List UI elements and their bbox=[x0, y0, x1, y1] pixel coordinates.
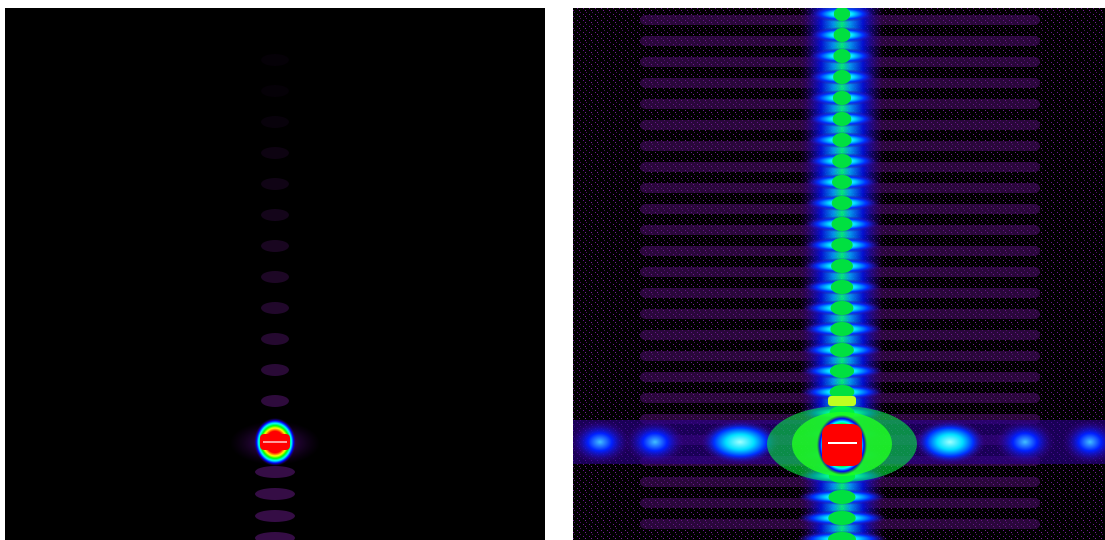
column-core bbox=[830, 343, 854, 357]
column-core bbox=[828, 511, 856, 525]
band-lobe bbox=[625, 420, 685, 464]
column-core bbox=[831, 259, 853, 273]
column-core bbox=[831, 175, 853, 189]
right-panel bbox=[573, 8, 1105, 540]
column-core bbox=[829, 364, 855, 378]
fringe bbox=[255, 466, 295, 478]
fringe bbox=[261, 271, 289, 283]
column-core bbox=[831, 217, 853, 231]
fringe bbox=[261, 364, 289, 376]
band-lobe bbox=[700, 420, 780, 464]
column-core bbox=[833, 70, 851, 84]
column-core bbox=[832, 112, 852, 126]
fringe bbox=[261, 85, 289, 97]
fringe bbox=[261, 333, 289, 345]
column-core bbox=[832, 91, 852, 105]
column-core bbox=[828, 490, 856, 504]
band-lobe bbox=[1062, 420, 1105, 464]
fringe bbox=[261, 302, 289, 314]
fringe bbox=[255, 488, 295, 500]
column-core bbox=[833, 8, 851, 21]
column-core bbox=[831, 238, 853, 252]
column-core bbox=[832, 133, 852, 147]
band-lobe bbox=[914, 420, 986, 464]
left-panel bbox=[5, 8, 545, 540]
column-core bbox=[828, 532, 856, 540]
column-core bbox=[833, 28, 851, 42]
fringe bbox=[261, 116, 289, 128]
column-core bbox=[831, 196, 853, 210]
bright-core bbox=[822, 424, 862, 466]
fringe bbox=[261, 147, 289, 159]
column-core bbox=[832, 154, 852, 168]
yellow-lobe bbox=[828, 396, 856, 406]
band-lobe bbox=[995, 420, 1055, 464]
fringe bbox=[261, 209, 289, 221]
column-core bbox=[830, 280, 854, 294]
column-core bbox=[833, 49, 851, 63]
column-core bbox=[830, 301, 854, 315]
fringe bbox=[261, 240, 289, 252]
fringe bbox=[261, 395, 289, 407]
fringe bbox=[255, 532, 295, 540]
fringe bbox=[261, 54, 289, 66]
band-lobe bbox=[573, 420, 630, 464]
column-core bbox=[830, 322, 854, 336]
fringe bbox=[261, 178, 289, 190]
fringe bbox=[255, 510, 295, 522]
column-core bbox=[829, 385, 855, 399]
